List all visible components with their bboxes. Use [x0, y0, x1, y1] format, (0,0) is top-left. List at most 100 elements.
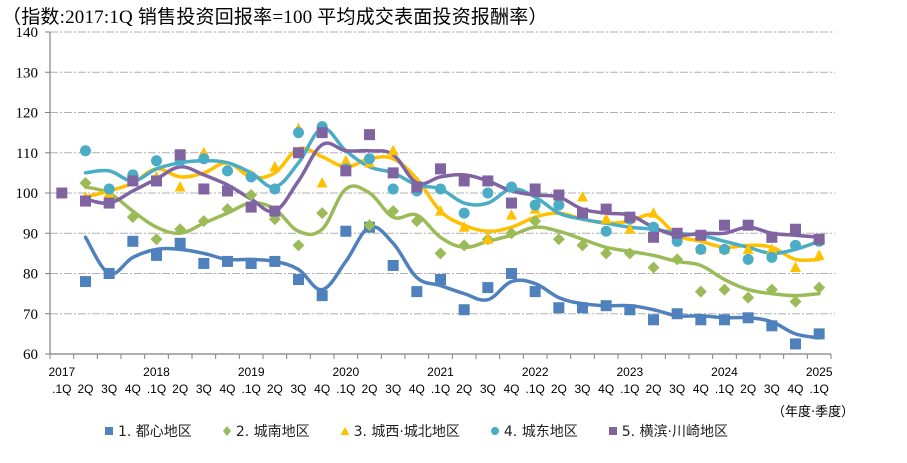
y-tick-label: 140	[16, 25, 39, 41]
data-point	[813, 328, 825, 340]
axes	[45, 31, 832, 359]
data-point	[151, 155, 162, 167]
legend: 1. 都心地区 2. 城南地区 3. 城西·城北地区 4. 城东地区 5. 横滨·川崎地…	[104, 421, 758, 441]
data-point	[765, 283, 778, 296]
data-point	[316, 127, 328, 139]
x-quarter-label: 3Q	[290, 382, 306, 396]
x-quarter-label: 4Q	[503, 382, 519, 396]
data-point	[648, 221, 659, 233]
data-point	[269, 160, 281, 172]
data-point	[742, 219, 754, 231]
chart-title: （指数:2017:1Q 销售投资回报率=100 平均成交表面投资报酬率）	[2, 7, 548, 28]
data-point	[813, 281, 826, 294]
data-point	[482, 233, 494, 244]
legend-label: 5. 横滨·川崎地区	[621, 424, 728, 440]
data-point	[505, 227, 518, 240]
data-point	[458, 207, 470, 219]
legend-label: 2. 城南地区	[235, 424, 310, 440]
x-quarter-label: 2Q	[361, 382, 377, 396]
data-point	[671, 227, 683, 239]
data-point	[387, 205, 400, 218]
data-point	[482, 175, 494, 187]
data-point	[174, 149, 186, 161]
data-point	[552, 233, 565, 246]
data-point	[458, 221, 470, 232]
data-point	[790, 261, 801, 272]
data-point	[293, 274, 304, 286]
data-point	[458, 304, 470, 316]
data-point	[624, 211, 636, 223]
data-point	[766, 243, 778, 254]
data-point	[221, 203, 234, 216]
data-point	[80, 276, 91, 288]
data-point	[197, 215, 210, 228]
data-point	[151, 249, 162, 261]
x-quarter-label: 3Q	[101, 382, 117, 396]
data-point	[103, 268, 115, 279]
x-year-label: 2017	[48, 365, 75, 379]
data-point	[269, 205, 281, 217]
data-point	[790, 338, 801, 350]
data-point	[789, 295, 802, 308]
y-tick-label: 80	[23, 267, 38, 283]
y-tick-label: 60	[23, 347, 38, 363]
data-point	[506, 268, 517, 279]
x-quarter-label: 2Q	[267, 382, 283, 396]
data-point	[316, 176, 328, 188]
x-quarter-label: .1Q	[809, 382, 828, 396]
data-point	[529, 215, 542, 228]
data-point	[600, 213, 612, 224]
markers-series-5	[56, 127, 825, 245]
data-point	[742, 291, 755, 304]
data-point	[410, 215, 423, 228]
data-point	[293, 127, 304, 139]
data-point	[742, 243, 754, 254]
data-point	[269, 255, 281, 267]
data-point	[529, 199, 541, 211]
trend-line-series-5	[83, 141, 821, 240]
x-quarter-label: 4Q	[787, 382, 803, 396]
data-point	[719, 243, 730, 255]
data-point	[553, 189, 565, 201]
data-point	[340, 225, 352, 237]
legend-marker	[105, 427, 113, 435]
data-point	[340, 165, 352, 177]
data-point	[363, 219, 376, 232]
legend-item-series-4: 4. 城东地区	[490, 421, 578, 441]
x-quarter-label: .1Q	[525, 382, 544, 396]
data-point	[80, 145, 91, 157]
legend-diamond-icon	[222, 426, 231, 436]
x-quarter-label: .1Q	[52, 382, 71, 396]
data-point	[623, 247, 636, 260]
data-point	[766, 251, 778, 263]
data-point	[506, 209, 517, 220]
data-point	[80, 195, 91, 207]
data-point	[695, 314, 707, 326]
data-point	[198, 183, 210, 195]
legend-label: 1. 都心地区	[118, 424, 192, 440]
x-quarter-label: 3Q	[574, 382, 590, 396]
data-point	[411, 286, 423, 298]
data-markers	[56, 121, 826, 350]
data-point	[222, 185, 233, 197]
x-axis-unit-label: （年度·季度）	[772, 405, 855, 420]
data-point	[293, 147, 304, 159]
legend-item-series-1: 1. 都心地区	[104, 421, 192, 441]
data-point	[695, 243, 707, 255]
x-quarter-label: .1Q	[336, 382, 355, 396]
data-point	[150, 233, 163, 246]
data-point	[316, 207, 329, 220]
legend-marker	[222, 426, 231, 436]
x-year-label: 2018	[143, 365, 170, 379]
data-point	[742, 312, 754, 324]
x-quarter-label: 4Q	[219, 382, 235, 396]
data-point	[529, 286, 541, 298]
data-point	[742, 253, 754, 265]
data-point	[269, 183, 281, 195]
data-point	[766, 231, 778, 243]
data-point	[813, 233, 825, 245]
x-quarter-label: .1Q	[715, 382, 734, 396]
y-tick-label: 90	[23, 226, 38, 242]
x-year-label: 2025	[806, 365, 833, 379]
